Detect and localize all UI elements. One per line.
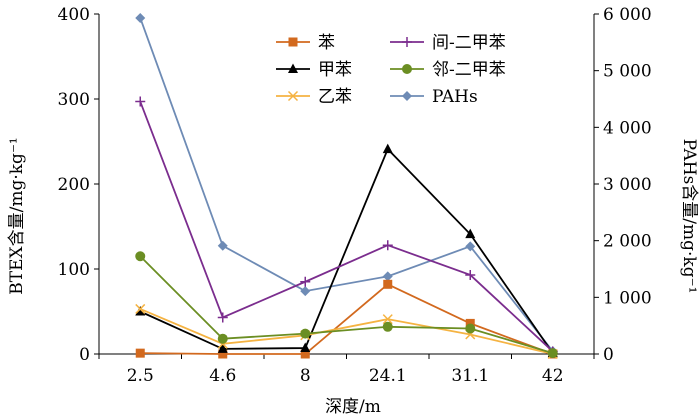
legend-item: PAHs xyxy=(390,87,478,107)
series-line xyxy=(139,255,554,355)
legend-item: 间-二甲苯 xyxy=(390,33,506,53)
data-point xyxy=(465,241,476,252)
data-point xyxy=(135,348,145,358)
data-point xyxy=(547,348,558,359)
y-tick-label-left: 0 xyxy=(79,345,90,365)
data-point xyxy=(383,279,393,289)
legend-item: 乙苯 xyxy=(276,87,352,107)
data-point xyxy=(300,342,311,353)
data-point xyxy=(135,251,146,262)
x-tick-label: 24.1 xyxy=(369,366,407,386)
data-point xyxy=(382,314,393,325)
legend-label: 甲苯 xyxy=(318,60,352,80)
legend-marker xyxy=(402,91,412,101)
x-tick-label: 31.1 xyxy=(451,366,489,386)
y-tick-label-right: 1 000 xyxy=(603,288,652,308)
legend-item: 苯 xyxy=(276,33,335,53)
x-axis-label: 深度/m xyxy=(325,397,381,417)
y-tick-label-left: 100 xyxy=(58,260,90,280)
legend-marker xyxy=(402,37,412,47)
y-tick-label-right: 3 000 xyxy=(603,175,652,195)
data-point xyxy=(300,286,311,297)
y-tick-label-left: 300 xyxy=(58,90,90,110)
y-axis-label-left: BTEX含量/mg·kg⁻¹ xyxy=(7,137,27,294)
data-point xyxy=(217,240,228,251)
data-point xyxy=(465,269,476,280)
x-tick-label: 42 xyxy=(542,366,564,386)
y-tick-label-right: 6 000 xyxy=(603,5,652,25)
data-point xyxy=(217,312,228,323)
x-tick-label: 4.6 xyxy=(209,366,236,386)
data-point xyxy=(465,318,475,328)
data-point xyxy=(135,12,146,23)
y-tick-label-right: 0 xyxy=(603,345,614,365)
x-tick-label: 8 xyxy=(300,366,311,386)
series-line xyxy=(139,101,554,353)
data-point xyxy=(135,96,146,107)
legend-label: PAHs xyxy=(432,87,478,107)
data-point xyxy=(382,143,393,154)
legend-marker xyxy=(288,63,298,73)
y-tick-label-right: 4 000 xyxy=(603,118,652,138)
legend-label: 间-二甲苯 xyxy=(432,33,506,53)
legend-item: 邻-二甲苯 xyxy=(390,60,506,80)
data-point xyxy=(217,343,228,353)
data-point xyxy=(218,349,228,359)
y-tick-label-right: 5 000 xyxy=(603,62,652,82)
series-lines xyxy=(135,12,558,360)
legend-marker xyxy=(288,37,298,47)
y-tick-label-right: 2 000 xyxy=(603,232,652,252)
data-point xyxy=(382,271,393,282)
data-point xyxy=(217,333,228,344)
data-point xyxy=(465,228,476,239)
data-point xyxy=(135,306,146,316)
series-group xyxy=(135,96,558,357)
series-group xyxy=(135,251,558,359)
y-tick-label-left: 200 xyxy=(58,175,90,195)
legend-label: 邻-二甲苯 xyxy=(432,60,506,80)
data-point xyxy=(300,276,311,287)
data-point xyxy=(135,303,146,314)
data-point xyxy=(382,240,393,251)
legend-item: 甲苯 xyxy=(276,60,352,80)
series-line xyxy=(139,17,554,352)
series-group xyxy=(135,279,558,359)
data-point xyxy=(382,321,393,332)
legend-label: 乙苯 xyxy=(318,87,352,107)
legend-label: 苯 xyxy=(318,33,335,53)
legend-marker xyxy=(287,90,299,102)
legend-marker xyxy=(402,64,412,74)
data-point xyxy=(300,349,310,359)
x-tick-label: 2.5 xyxy=(127,366,154,386)
series-group xyxy=(135,143,558,358)
y-tick-label-left: 400 xyxy=(58,5,90,25)
y-axis-label-right: PAHs含量/mg·kg⁻¹ xyxy=(679,139,699,294)
ticks: 0 100 200 300 400 0 1 000 2 000 3 000 4 000 5 000 6… xyxy=(58,5,652,386)
series-line xyxy=(139,147,554,354)
data-point xyxy=(300,328,311,339)
data-point xyxy=(465,323,476,334)
series-line xyxy=(140,283,554,355)
series-line xyxy=(139,308,553,355)
